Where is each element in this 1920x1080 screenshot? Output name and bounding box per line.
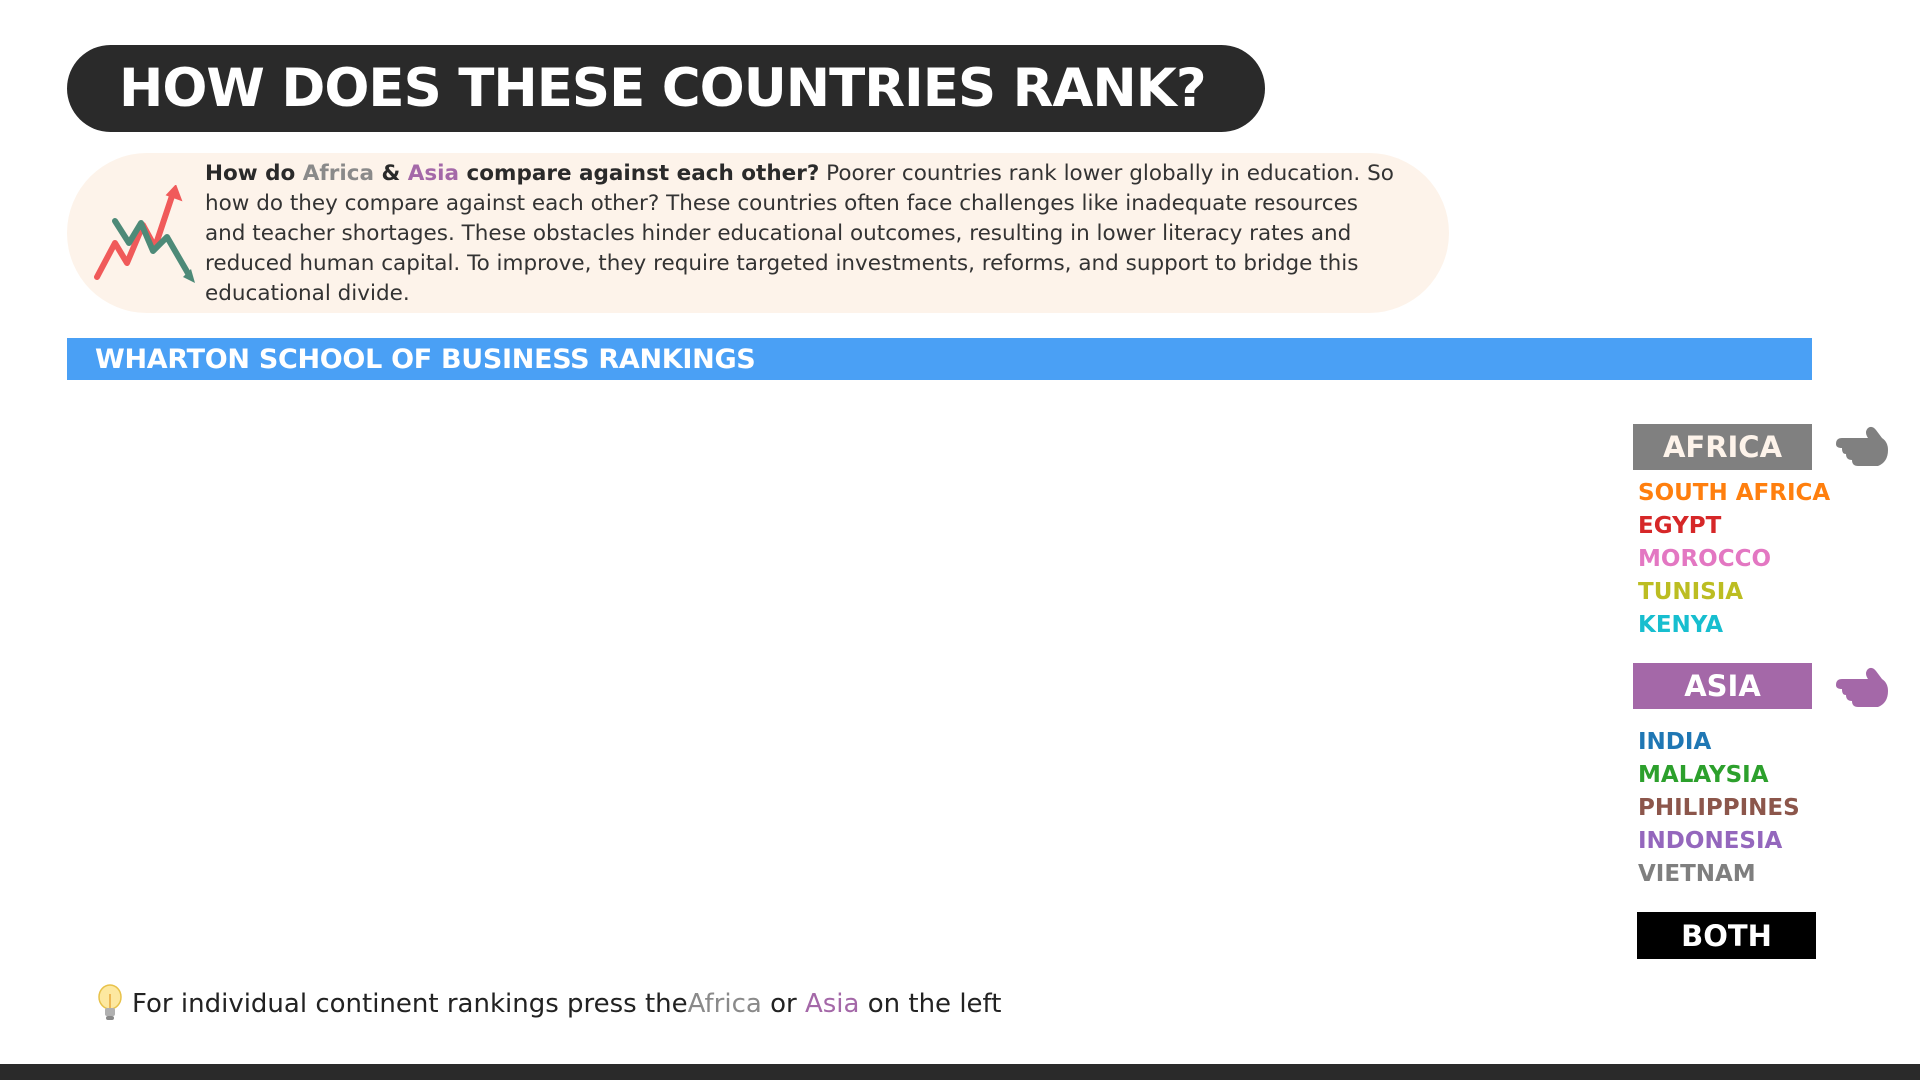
tip-asia-word: Asia: [804, 989, 860, 1019]
page-title: HOW DOES THESE COUNTRIES RANK?: [119, 58, 1207, 119]
africa-button[interactable]: AFRICA: [1633, 424, 1812, 470]
section-title: WHARTON SCHOOL OF BUSINESS RANKINGS: [95, 343, 756, 375]
title-banner: HOW DOES THESE COUNTRIES RANK?: [67, 45, 1265, 132]
pointing-hand-icon: [1836, 426, 1888, 466]
legend-country-india[interactable]: INDIA: [1638, 729, 1712, 755]
africa-country-list: SOUTH AFRICA EGYPT MOROCCO TUNISIA KENYA: [1638, 477, 1830, 642]
tip-text-3: on the left: [859, 989, 1002, 1019]
asia-country-list: INDIA MALAYSIA PHILIPPINES INDONESIA VIE…: [1638, 726, 1800, 891]
intro-question: compare against each other?: [459, 161, 820, 186]
asia-button[interactable]: ASIA: [1633, 663, 1812, 709]
intro-card: How do Africa & Asia compare against eac…: [67, 153, 1449, 313]
legend-country-south-africa[interactable]: SOUTH AFRICA: [1638, 480, 1831, 506]
africa-button-label: AFRICA: [1662, 430, 1783, 464]
asia-button-label: ASIA: [1684, 669, 1761, 703]
tip-line: For individual continent rankings press …: [96, 984, 1001, 1024]
legend-country-kenya[interactable]: KENYA: [1638, 612, 1724, 638]
legend-country-vietnam[interactable]: VIETNAM: [1638, 861, 1756, 887]
legend-country-indonesia[interactable]: INDONESIA: [1638, 828, 1783, 854]
intro-asia-word: Asia: [407, 161, 460, 186]
tip-africa-word: Africa: [687, 989, 762, 1019]
legend-country-morocco[interactable]: MOROCCO: [1638, 546, 1772, 572]
legend-country-egypt[interactable]: EGYPT: [1638, 513, 1722, 539]
trend-chart-icon: [94, 185, 195, 283]
legend-country-philippines[interactable]: PHILIPPINES: [1638, 795, 1800, 821]
tip-text-1: For individual continent rankings press …: [132, 989, 688, 1019]
both-button[interactable]: BOTH: [1637, 912, 1816, 959]
tip-text-2: or: [761, 989, 805, 1019]
pointing-hand-icon: [1836, 667, 1888, 707]
intro-body: Poorer countries rank lower globally in …: [205, 161, 1394, 306]
chart-area: [67, 400, 1617, 960]
legend-country-malaysia[interactable]: MALAYSIA: [1638, 762, 1769, 788]
intro-lead: How do: [205, 161, 303, 186]
section-header: WHARTON SCHOOL OF BUSINESS RANKINGS: [67, 338, 1812, 380]
both-button-label: BOTH: [1681, 918, 1772, 953]
intro-paragraph: How do Africa & Asia compare against eac…: [205, 159, 1400, 309]
footer-bar: [0, 1064, 1920, 1080]
intro-amp: &: [373, 161, 408, 186]
legend-country-tunisia[interactable]: TUNISIA: [1638, 579, 1744, 605]
lightbulb-icon: [98, 984, 122, 1020]
intro-africa-word: Africa: [302, 161, 374, 186]
